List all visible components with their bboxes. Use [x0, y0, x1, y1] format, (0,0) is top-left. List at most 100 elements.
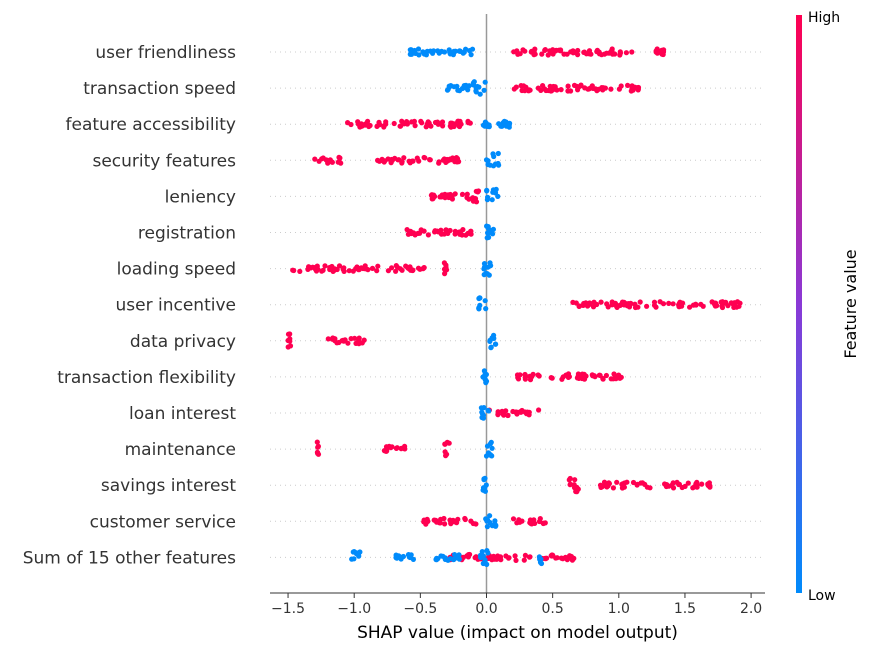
data-points: [285, 46, 743, 568]
data-point: [356, 337, 362, 343]
data-point: [464, 191, 470, 197]
data-point: [569, 557, 575, 563]
data-point: [536, 518, 543, 525]
data-point: [441, 231, 447, 237]
data-point: [618, 83, 624, 89]
data-point: [348, 121, 354, 128]
data-point: [484, 197, 490, 203]
data-point: [445, 86, 451, 92]
data-point: [375, 263, 381, 269]
data-point: [442, 555, 448, 561]
data-point: [383, 119, 389, 125]
data-point: [670, 485, 677, 491]
data-point: [460, 554, 466, 561]
data-point: [315, 266, 321, 272]
feature-label: Sum of 15 other features: [23, 548, 236, 568]
data-point: [375, 157, 381, 163]
data-point: [468, 228, 474, 234]
data-point: [486, 234, 492, 240]
data-point: [448, 157, 454, 163]
data-point: [473, 89, 479, 95]
data-point: [600, 86, 606, 92]
data-point: [350, 268, 356, 274]
colorbar-high-label: High: [808, 10, 840, 26]
data-point: [325, 336, 331, 342]
feature-label: loading speed: [117, 260, 236, 280]
data-point: [482, 298, 488, 304]
data-point: [628, 300, 634, 306]
data-point: [482, 557, 488, 563]
data-point: [421, 517, 427, 523]
data-point: [532, 46, 538, 52]
data-point: [442, 449, 448, 455]
data-point: [493, 523, 499, 529]
data-point: [674, 479, 680, 485]
data-point: [415, 230, 421, 236]
data-point: [595, 86, 602, 92]
data-point: [352, 335, 358, 341]
data-point: [479, 409, 485, 415]
data-point: [443, 453, 449, 459]
data-point: [435, 48, 441, 54]
data-point: [515, 376, 522, 382]
data-point: [388, 445, 394, 451]
data-point: [549, 375, 555, 381]
x-tick-label: −1.5: [271, 601, 305, 617]
x-axis-title: SHAP value (impact on model output): [357, 623, 678, 643]
data-point: [358, 121, 364, 127]
data-point: [393, 263, 399, 269]
data-point: [445, 440, 451, 446]
data-point: [694, 479, 700, 485]
data-point: [421, 265, 427, 271]
feature-label: maintenance: [125, 440, 236, 460]
data-point: [492, 161, 499, 167]
data-point: [527, 519, 534, 525]
data-point: [381, 124, 387, 130]
data-point: [537, 555, 543, 561]
data-point: [484, 443, 491, 449]
data-point: [521, 557, 527, 563]
data-point: [678, 303, 684, 309]
data-point: [447, 227, 453, 234]
data-point: [662, 481, 668, 487]
data-point: [699, 481, 705, 487]
data-point: [329, 159, 335, 165]
data-point: [415, 46, 422, 52]
data-point: [531, 52, 537, 58]
data-point: [314, 439, 320, 445]
data-point: [485, 407, 491, 414]
data-point: [452, 191, 458, 197]
data-point: [346, 268, 352, 274]
data-point: [483, 453, 490, 459]
data-point: [374, 268, 380, 274]
data-point: [341, 265, 347, 271]
data-point: [512, 553, 518, 559]
data-point: [722, 300, 728, 306]
data-point: [486, 272, 492, 278]
data-point: [485, 158, 491, 164]
data-point: [506, 124, 512, 130]
x-tick-label: 0.0: [475, 601, 497, 617]
data-point: [705, 482, 711, 488]
data-point: [316, 158, 322, 164]
data-point: [438, 194, 445, 200]
data-point: [291, 267, 297, 274]
x-tick-label: 1.5: [674, 601, 696, 617]
data-point: [608, 86, 614, 92]
data-point: [486, 122, 492, 128]
data-point: [491, 332, 497, 338]
data-point: [507, 120, 513, 126]
data-point: [687, 304, 693, 310]
data-point: [516, 517, 522, 523]
data-point: [567, 475, 573, 482]
data-point: [409, 119, 415, 125]
data-point: [448, 120, 454, 126]
data-point: [428, 123, 434, 129]
data-point: [457, 229, 463, 235]
data-point: [418, 118, 424, 124]
data-point: [332, 336, 338, 342]
data-point: [574, 375, 581, 381]
data-point: [499, 408, 505, 414]
data-point: [410, 267, 416, 274]
data-point: [617, 52, 623, 58]
